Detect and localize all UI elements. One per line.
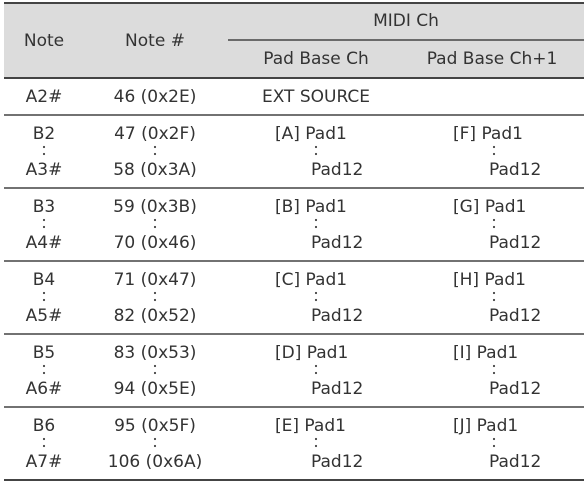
ellipsis-dot — [42, 291, 46, 295]
cell: B2 — [33, 124, 55, 144]
ellipsis-dot — [314, 364, 318, 368]
cell: 82 (0x52) — [114, 306, 197, 326]
header-cell: Pad Base Ch — [263, 49, 369, 69]
ellipsis-dot — [492, 371, 496, 375]
cell: Pad12 — [311, 233, 363, 253]
header-cell: MIDI Ch — [373, 11, 439, 31]
ellipsis-dot — [42, 364, 46, 368]
cell: [J] Pad1 — [453, 416, 518, 436]
header-cell: Note # — [125, 31, 185, 51]
ellipsis-dot — [492, 218, 496, 222]
cell: B3 — [33, 197, 55, 217]
cell: Pad12 — [311, 160, 363, 180]
cell: Pad12 — [311, 452, 363, 472]
cell: [B] Pad1 — [275, 197, 347, 217]
ellipsis-dot — [153, 152, 157, 156]
cell: B6 — [33, 416, 55, 436]
cell: [G] Pad1 — [453, 197, 526, 217]
cell: A5# — [26, 306, 63, 326]
ellipsis-dot — [314, 371, 318, 375]
header-cell: Note — [24, 31, 64, 51]
cell: Pad12 — [311, 379, 363, 399]
cell: Pad12 — [489, 452, 541, 472]
ellipsis-dot — [42, 152, 46, 156]
cell: B5 — [33, 343, 55, 363]
ellipsis-dot — [492, 225, 496, 229]
cell: 58 (0x3A) — [113, 160, 197, 180]
ellipsis-dot — [153, 364, 157, 368]
ellipsis-dot — [492, 364, 496, 368]
ellipsis-dot — [42, 145, 46, 149]
ellipsis-dot — [492, 152, 496, 156]
ellipsis-dot — [42, 437, 46, 441]
ellipsis-dot — [42, 371, 46, 375]
ellipsis-dot — [153, 145, 157, 149]
cell: A6# — [26, 379, 63, 399]
ellipsis-dot — [42, 218, 46, 222]
ellipsis-dot — [314, 298, 318, 302]
cell: 94 (0x5E) — [114, 379, 197, 399]
ellipsis-dot — [153, 225, 157, 229]
ellipsis-dot — [314, 145, 318, 149]
cell: 106 (0x6A) — [108, 452, 202, 472]
ellipsis-dot — [153, 291, 157, 295]
cell: 71 (0x47) — [114, 270, 197, 290]
cell: [F] Pad1 — [453, 124, 523, 144]
cell: 95 (0x5F) — [114, 416, 196, 436]
cell: 47 (0x2F) — [114, 124, 196, 144]
ellipsis-dot — [314, 437, 318, 441]
cell: 59 (0x3B) — [113, 197, 197, 217]
cell: 70 (0x46) — [114, 233, 197, 253]
cell: [I] Pad1 — [453, 343, 518, 363]
ellipsis-dot — [314, 152, 318, 156]
ellipsis-dot — [153, 218, 157, 222]
cell: [E] Pad1 — [275, 416, 346, 436]
cell: B4 — [33, 270, 55, 290]
ellipsis-dot — [153, 444, 157, 448]
ellipsis-dot — [492, 298, 496, 302]
ellipsis-dot — [153, 298, 157, 302]
cell: 46 (0x2E) — [114, 87, 197, 107]
cell: [H] Pad1 — [453, 270, 526, 290]
cell: A7# — [26, 452, 63, 472]
cell: A4# — [26, 233, 63, 253]
cell: Pad12 — [489, 306, 541, 326]
ellipsis-dot — [42, 225, 46, 229]
ellipsis-dot — [492, 437, 496, 441]
cell: 83 (0x53) — [114, 343, 197, 363]
cell: Pad12 — [489, 233, 541, 253]
ellipsis-dot — [153, 371, 157, 375]
ellipsis-dot — [314, 291, 318, 295]
ellipsis-dot — [314, 218, 318, 222]
ellipsis-dot — [42, 444, 46, 448]
cell: [D] Pad1 — [275, 343, 348, 363]
cell: [A] Pad1 — [275, 124, 347, 144]
ellipsis-dot — [492, 145, 496, 149]
cell: A3# — [26, 160, 63, 180]
ellipsis-dot — [492, 291, 496, 295]
cell: [C] Pad1 — [275, 270, 347, 290]
cell: Pad12 — [311, 306, 363, 326]
cell: Pad12 — [489, 379, 541, 399]
cell: Pad12 — [489, 160, 541, 180]
ellipsis-dot — [42, 298, 46, 302]
ellipsis-dot — [492, 444, 496, 448]
header-cell: Pad Base Ch+1 — [427, 49, 558, 69]
cell: EXT SOURCE — [262, 87, 370, 107]
ellipsis-dot — [153, 437, 157, 441]
ellipsis-dot — [314, 225, 318, 229]
ellipsis-dot — [314, 444, 318, 448]
cell: A2# — [26, 87, 63, 107]
